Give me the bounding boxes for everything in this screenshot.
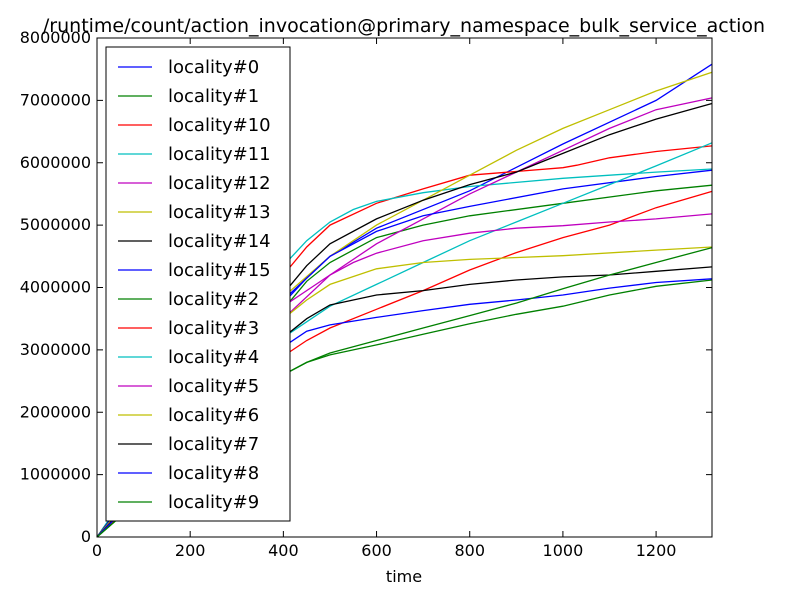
series-line-locality-12 xyxy=(96,97,713,538)
series-line-locality-3 xyxy=(96,190,713,538)
x-tick-label: 600 xyxy=(361,541,392,560)
series-line-locality-8 xyxy=(96,278,713,538)
legend-label: locality#6 xyxy=(168,405,259,426)
legend-label: locality#0 xyxy=(168,57,259,78)
series-line-locality-0 xyxy=(96,63,713,538)
y-tick-label: 6000000 xyxy=(20,153,91,172)
x-tick-label: 400 xyxy=(268,541,299,560)
legend-label: locality#12 xyxy=(168,173,271,194)
legend-label: locality#8 xyxy=(168,463,259,484)
series-line-locality-13 xyxy=(96,71,713,538)
legend-label: locality#7 xyxy=(168,434,259,455)
y-tick-label: 2000000 xyxy=(20,402,91,421)
legend-box xyxy=(105,46,291,522)
series-layer xyxy=(96,63,713,538)
series-line-locality-9 xyxy=(96,246,713,538)
legend-label: locality#4 xyxy=(168,347,259,368)
y-tick-label: 7000000 xyxy=(20,90,91,109)
series-line-locality-14 xyxy=(96,102,713,538)
legend-label: locality#15 xyxy=(168,260,271,281)
legend-label: locality#10 xyxy=(168,115,271,136)
chart-title: /runtime/count/action_invocation@primary… xyxy=(43,15,765,37)
x-tick-label: 0 xyxy=(92,541,102,560)
x-tick-label: 1000 xyxy=(543,541,584,560)
y-tick-label: 4000000 xyxy=(20,278,91,297)
legend-label: locality#1 xyxy=(168,86,259,107)
y-tick-label: 1000000 xyxy=(20,465,91,484)
x-tick-label: 200 xyxy=(175,541,206,560)
ticks-layer: 0 200 400 600 800 1000 1200 0 1000000 2000000 3000… xyxy=(20,28,712,560)
y-tick-label: 5000000 xyxy=(20,215,91,234)
series-line-locality-6 xyxy=(96,246,713,538)
x-tick-label: 800 xyxy=(454,541,485,560)
legend-label: locality#14 xyxy=(168,231,271,252)
series-line-locality-4 xyxy=(96,142,713,538)
series-line-locality-10 xyxy=(96,145,713,538)
legend-label: locality#2 xyxy=(168,289,259,310)
legend-label: locality#5 xyxy=(168,376,259,397)
y-tick-label: 3000000 xyxy=(20,340,91,359)
legend-label: locality#9 xyxy=(168,492,259,513)
series-line-locality-15 xyxy=(96,169,713,538)
y-tick-label: 0 xyxy=(81,527,91,546)
series-line-locality-7 xyxy=(96,266,713,538)
legend-label: locality#11 xyxy=(168,144,271,165)
legend: locality#0 locality#1 locality#10 locality#… xyxy=(105,46,291,522)
y-tick-label: 8000000 xyxy=(20,28,91,47)
legend-label: locality#13 xyxy=(168,202,271,223)
x-tick-label: 1200 xyxy=(636,541,677,560)
series-line-locality-5 xyxy=(96,213,713,538)
legend-label: locality#3 xyxy=(168,318,259,339)
x-axis-label: time xyxy=(386,567,422,586)
series-line-locality-11 xyxy=(96,168,713,538)
